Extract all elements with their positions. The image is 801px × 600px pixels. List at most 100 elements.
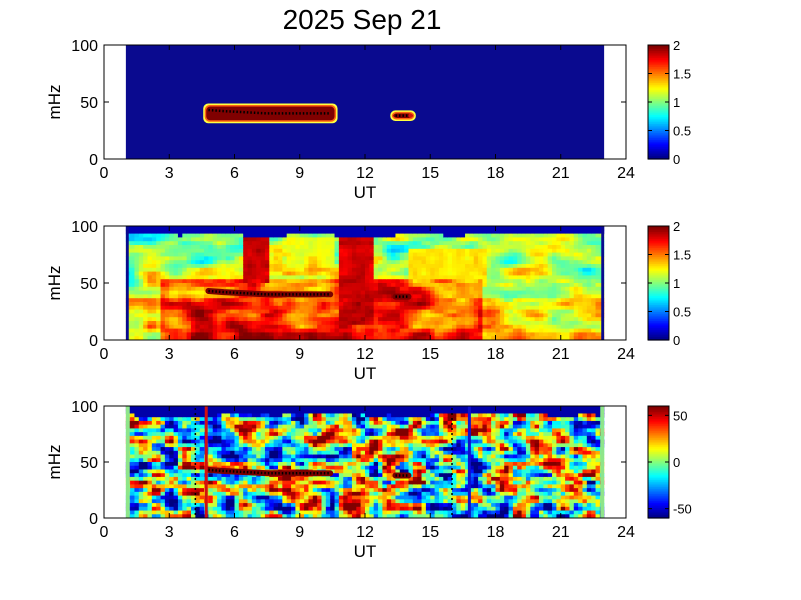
heatmap-cell — [425, 252, 431, 257]
heatmap-cell — [421, 252, 427, 257]
heatmap-cell — [260, 503, 266, 508]
heatmap-cell — [286, 491, 292, 497]
heatmap-cell — [247, 332, 253, 337]
heatmap-cell — [569, 226, 575, 231]
heatmap-cell — [499, 336, 505, 340]
heatmap-cell — [273, 256, 279, 261]
heatmap-cell — [334, 279, 340, 284]
heatmap-cell — [573, 279, 579, 284]
heatmap-cell — [251, 499, 257, 504]
heatmap-cell — [177, 428, 183, 433]
heatmap-cell — [225, 462, 231, 467]
colorbar-step — [648, 50, 669, 53]
heatmap-cell — [360, 260, 366, 265]
heatmap-cell — [330, 294, 336, 299]
heatmap-cell — [586, 298, 592, 303]
heatmap-cell — [586, 328, 592, 333]
heatmap-cell — [291, 447, 296, 452]
heatmap-cell — [247, 476, 253, 482]
heatmap-cell — [134, 435, 140, 441]
heatmap-cell — [530, 226, 536, 231]
heatmap-cell — [269, 267, 275, 273]
heatmap-cell — [164, 424, 170, 429]
heatmap-cell — [199, 332, 205, 337]
colorbar-step — [648, 288, 669, 291]
heatmap-cell — [291, 454, 296, 459]
heatmap-cell — [543, 267, 549, 273]
heatmap-cell — [595, 305, 601, 311]
heatmap-cell — [147, 313, 153, 318]
heatmap-cell — [138, 409, 144, 415]
heatmap-cell — [199, 506, 205, 512]
heatmap-cell — [356, 275, 362, 280]
heatmap-cell — [225, 256, 231, 261]
heatmap-cell — [417, 294, 423, 299]
heatmap-cell — [278, 510, 283, 515]
heatmap-cell — [238, 332, 244, 337]
heatmap-cell — [160, 233, 166, 238]
heatmap-cell — [399, 313, 405, 318]
heatmap-cell — [460, 226, 466, 231]
heatmap-cell — [586, 336, 592, 340]
heatmap-cell — [330, 313, 336, 318]
heatmap-cell — [264, 443, 270, 448]
heatmap-cell — [156, 317, 162, 322]
heatmap-cell — [556, 298, 562, 303]
heatmap-cell — [378, 252, 383, 257]
heatmap-cell — [217, 237, 223, 242]
heatmap-cell — [369, 233, 375, 238]
heatmap-cell — [291, 458, 296, 463]
heatmap-cell — [269, 317, 275, 322]
heatmap-cell — [273, 488, 279, 493]
heatmap-cell — [552, 298, 557, 303]
heatmap-field — [125, 406, 605, 518]
colorbar-step — [648, 325, 669, 329]
heatmap-cell — [517, 267, 523, 273]
heatmap-cell — [573, 286, 579, 292]
heatmap-cell — [369, 336, 375, 340]
heatmap-cell — [238, 317, 244, 322]
heatmap-cell — [208, 229, 214, 235]
heatmap-cell — [164, 420, 170, 426]
heatmap-cell — [465, 309, 470, 314]
heatmap-cell — [295, 245, 301, 250]
heatmap-cell — [191, 435, 196, 441]
heatmap-cell — [521, 302, 527, 307]
heatmap-cell — [173, 469, 179, 474]
heatmap-cell — [173, 406, 179, 411]
heatmap-cell — [338, 241, 344, 246]
heatmap-cell — [304, 465, 310, 471]
heatmap-cell — [460, 252, 466, 257]
heatmap-cell — [195, 476, 201, 482]
heatmap-cell — [256, 447, 262, 452]
heatmap-cell — [365, 237, 370, 242]
heatmap-cell — [412, 264, 418, 269]
heatmap-cell — [321, 424, 327, 429]
heatmap-cell — [260, 336, 266, 340]
heatmap-cell — [143, 336, 149, 340]
heatmap-cell — [143, 294, 149, 299]
heatmap-cell — [156, 428, 162, 433]
heatmap-cell — [430, 309, 436, 314]
heatmap-cell — [169, 469, 175, 474]
heatmap-cell — [191, 506, 196, 512]
heatmap-cell — [399, 317, 405, 322]
heatmap-cell — [365, 283, 370, 288]
colorbar-tick-label: 0 — [673, 152, 680, 167]
heatmap-cell — [195, 443, 201, 448]
heatmap-cell — [147, 473, 153, 478]
heatmap-cell — [186, 424, 192, 429]
heatmap-cell — [173, 275, 179, 280]
heatmap-cell — [456, 271, 462, 276]
heatmap-cell — [295, 417, 301, 422]
heatmap-cell — [452, 286, 457, 292]
heatmap-cell — [369, 237, 375, 242]
heatmap-cell — [151, 317, 157, 322]
heatmap-cell — [191, 409, 196, 415]
heatmap-cell — [164, 499, 170, 504]
colorbar-step — [648, 137, 669, 141]
heatmap-cell — [373, 260, 379, 265]
heatmap-cell — [130, 305, 136, 311]
heatmap-cell — [195, 317, 201, 322]
